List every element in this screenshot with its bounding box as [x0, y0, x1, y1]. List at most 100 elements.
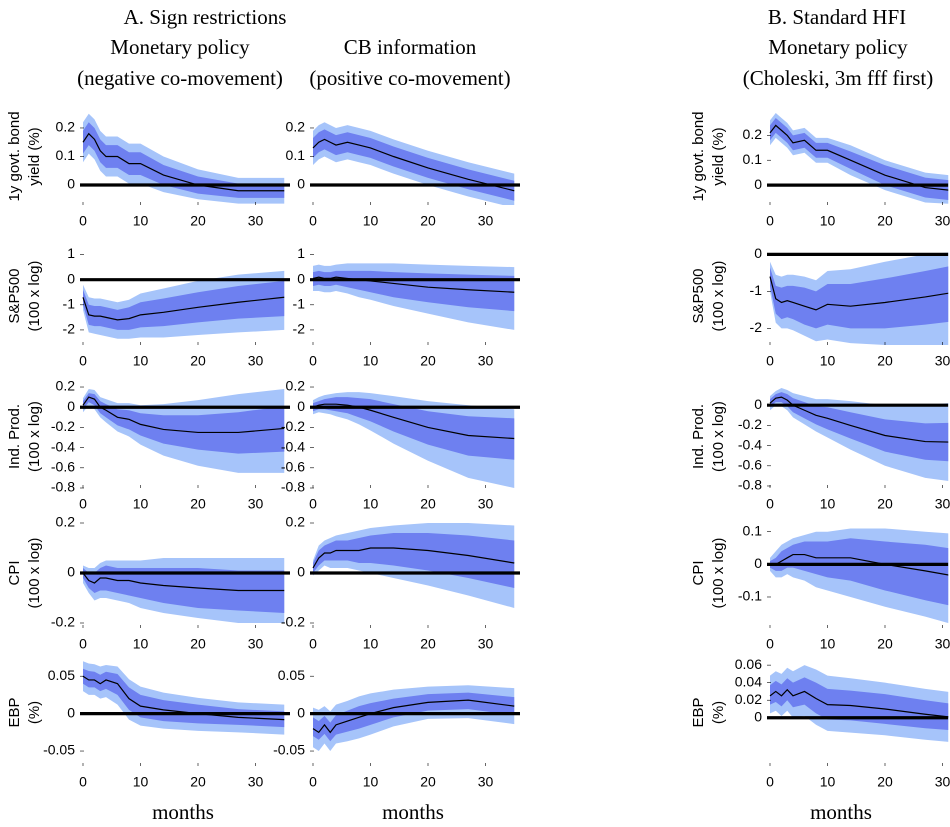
- y-tick-label: -2: [750, 319, 763, 335]
- y-tick-label: 0.2: [286, 514, 306, 530]
- x-tick-label: 20: [190, 774, 206, 790]
- y-tick-label: 0: [754, 555, 762, 571]
- y-axis-label: (100 x log): [710, 401, 727, 472]
- x-tick-label: 20: [190, 213, 206, 229]
- y-tick-label: 0.06: [735, 656, 762, 672]
- median-line: [769, 276, 949, 311]
- y-tick-label: 0.02: [735, 691, 762, 707]
- x-tick-label: 10: [820, 496, 836, 512]
- x-tick-label: 20: [420, 636, 436, 652]
- panel: [310, 122, 520, 205]
- y-axis-label: S&P500: [6, 268, 23, 323]
- median-line: [769, 396, 949, 443]
- y-tick-label: 0: [297, 270, 305, 286]
- y-tick-label: -1: [63, 295, 76, 311]
- median-line: [312, 403, 515, 440]
- x-tick-label: 20: [877, 353, 893, 369]
- median-line: [770, 553, 949, 576]
- y-axis-label: S&P500: [690, 268, 707, 323]
- confidence-band: [770, 392, 949, 462]
- x-tick-label: 20: [877, 213, 893, 229]
- y-tick-label: -0.8: [51, 479, 75, 495]
- x-tick-label: 0: [766, 353, 774, 369]
- x-axis-label: months: [152, 800, 214, 824]
- x-tick-label: 20: [420, 213, 436, 229]
- panel: [767, 388, 949, 481]
- confidence-band: [83, 113, 285, 204]
- y-tick-label: 0.2: [286, 119, 306, 135]
- panel: [767, 528, 949, 624]
- x-tick-label: 30: [478, 636, 494, 652]
- median-line: [769, 688, 949, 718]
- x-tick-label: 30: [248, 496, 264, 512]
- column-title: Monetary policy: [768, 35, 908, 59]
- y-tick-label: -0.8: [281, 479, 305, 495]
- panel: [767, 252, 949, 345]
- panel: [767, 665, 949, 742]
- confidence-band: [83, 565, 285, 613]
- y-tick-label: 1: [67, 245, 75, 261]
- y-tick-label: -0.1: [738, 588, 762, 604]
- panel: [310, 263, 520, 330]
- x-axis-label: months: [810, 800, 872, 824]
- x-tick-label: 10: [363, 353, 379, 369]
- y-tick-label: 0.1: [743, 151, 763, 167]
- x-tick-label: 0: [766, 496, 774, 512]
- panel: [80, 661, 290, 735]
- confidence-band: [313, 129, 515, 201]
- x-tick-label: 20: [420, 774, 436, 790]
- y-axis-label: yield (%): [710, 127, 727, 185]
- y-tick-label: 0: [67, 398, 75, 414]
- x-tick-label: 0: [79, 774, 87, 790]
- y-tick-label: 0: [754, 176, 762, 192]
- y-tick-label: -2: [63, 321, 76, 337]
- x-tick-label: 0: [79, 496, 87, 512]
- x-tick-label: 0: [309, 496, 317, 512]
- y-tick-label: 0.2: [286, 378, 306, 394]
- confidence-band: [770, 266, 949, 329]
- panel: [310, 685, 520, 752]
- median-line: [769, 124, 949, 191]
- y-tick-label: -2: [293, 321, 306, 337]
- y-tick-label: 0: [297, 564, 305, 580]
- y-tick-label: 0: [297, 176, 305, 192]
- x-tick-label: 20: [877, 496, 893, 512]
- y-axis-label: (100 x log): [26, 261, 43, 332]
- x-tick-label: 10: [133, 353, 149, 369]
- x-tick-label: 30: [478, 496, 494, 512]
- column-title: (positive co-movement): [309, 66, 510, 90]
- x-tick-label: 30: [478, 213, 494, 229]
- x-tick-label: 30: [935, 496, 950, 512]
- x-tick-label: 20: [420, 496, 436, 512]
- y-tick-label: 0.04: [735, 673, 762, 689]
- x-tick-label: 10: [133, 496, 149, 512]
- y-tick-label: -1: [293, 295, 306, 311]
- y-tick-label: -0.4: [281, 438, 305, 454]
- x-tick-label: 0: [766, 213, 774, 229]
- x-tick-label: 20: [420, 353, 436, 369]
- y-axis-label: CPI: [6, 560, 23, 585]
- panel: [80, 558, 290, 623]
- column-title: (negative co-movement): [77, 66, 283, 90]
- x-tick-label: 0: [309, 636, 317, 652]
- median-line: [312, 276, 515, 293]
- median-line: [82, 675, 285, 721]
- y-tick-label: 0.2: [743, 126, 763, 142]
- median-line: [312, 699, 515, 734]
- y-tick-label: 0.1: [56, 147, 76, 163]
- x-tick-label: 0: [309, 353, 317, 369]
- y-axis-label: (100 x log): [26, 538, 43, 609]
- y-tick-label: -0.6: [738, 456, 762, 472]
- x-tick-label: 20: [190, 636, 206, 652]
- y-tick-label: -0.4: [738, 436, 762, 452]
- y-tick-label: 0.2: [56, 119, 76, 135]
- x-tick-label: 0: [766, 774, 774, 790]
- y-tick-label: 0: [297, 704, 305, 720]
- y-axis-label: (%): [26, 701, 43, 724]
- y-tick-label: -0.2: [281, 418, 305, 434]
- column-title: CB information: [344, 35, 477, 59]
- median-line: [82, 132, 285, 192]
- x-tick-label: 20: [877, 636, 893, 652]
- x-tick-label: 10: [363, 774, 379, 790]
